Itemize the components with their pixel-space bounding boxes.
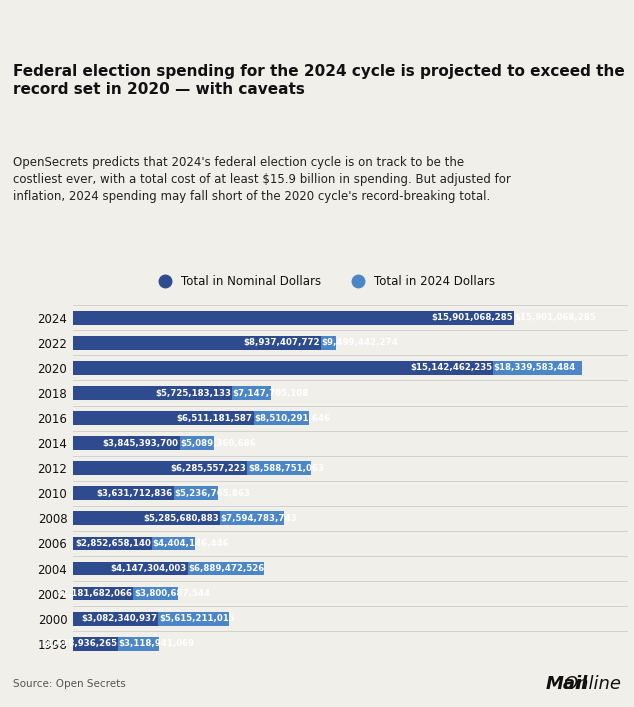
Bar [73,336,321,350]
Bar [73,386,271,400]
Bar [73,486,174,500]
Text: $15,901,068,285: $15,901,068,285 [432,313,513,322]
Text: $1,618,936,265: $1,618,936,265 [41,639,117,648]
Text: $15,901,068,285: $15,901,068,285 [515,313,597,322]
Bar [73,311,514,325]
Bar [73,637,118,650]
Text: $7,594,783,743: $7,594,783,743 [221,514,297,523]
Bar [73,411,254,425]
Text: $4,147,304,003: $4,147,304,003 [111,564,187,573]
Bar [73,361,581,375]
Text: $18,339,583,484: $18,339,583,484 [494,363,576,373]
Text: Source: Open Secrets: Source: Open Secrets [13,679,126,689]
Text: Total in Nominal Dollars: Total in Nominal Dollars [181,274,321,288]
Bar [73,511,219,525]
Bar [73,587,178,600]
Bar [73,411,309,425]
Bar [73,537,195,550]
Text: $5,089,360,686: $5,089,360,686 [181,438,256,448]
Bar [73,386,231,400]
Bar [73,537,152,550]
Text: $3,800,687,544: $3,800,687,544 [134,589,210,598]
Text: $5,725,183,133: $5,725,183,133 [155,389,231,397]
Bar [73,637,159,650]
Bar [73,612,229,626]
Text: $8,588,751,063: $8,588,751,063 [248,464,324,473]
Text: $3,118,941,069: $3,118,941,069 [119,639,195,648]
Text: $5,285,680,883: $5,285,680,883 [143,514,219,523]
Bar [73,561,188,575]
Text: $8,510,291,646: $8,510,291,646 [254,414,330,423]
Bar [73,511,283,525]
Text: $6,511,181,587: $6,511,181,587 [177,414,253,423]
Text: OpenSecrets predicts that 2024's federal election cycle is on track to be the
co: OpenSecrets predicts that 2024's federal… [13,156,510,202]
Text: $9,499,442,274: $9,499,442,274 [321,339,398,347]
Text: $8,937,407,772: $8,937,407,772 [243,339,320,347]
Text: Online: Online [564,675,621,693]
Text: $2,181,682,066: $2,181,682,066 [56,589,133,598]
Text: $2,852,658,140: $2,852,658,140 [75,539,151,548]
Bar [73,436,179,450]
Text: $6,889,472,526: $6,889,472,526 [189,564,265,573]
Text: $5,236,765,863: $5,236,765,863 [174,489,250,498]
Bar [73,561,264,575]
Bar [73,612,158,626]
Bar [73,361,493,375]
Text: Mail: Mail [546,675,588,693]
Bar [73,311,514,325]
Text: Total in 2024 Dollars: Total in 2024 Dollars [374,274,495,288]
Text: Federal election spending for the 2024 cycle is projected to exceed the
record s: Federal election spending for the 2024 c… [13,64,624,98]
Bar [73,587,133,600]
Text: $7,147,705,108: $7,147,705,108 [233,389,309,397]
Text: $15,142,462,235: $15,142,462,235 [410,363,492,373]
Bar [73,336,337,350]
Text: $3,631,712,836: $3,631,712,836 [96,489,173,498]
Text: $3,082,340,937: $3,082,340,937 [81,614,158,623]
Bar [73,462,247,475]
Text: $6,285,557,223: $6,285,557,223 [171,464,247,473]
Bar [73,436,214,450]
Bar [73,486,218,500]
Text: $5,615,211,015: $5,615,211,015 [159,614,235,623]
Text: $4,404,146,446: $4,404,146,446 [153,539,230,548]
Bar [73,462,311,475]
Text: $3,845,393,700: $3,845,393,700 [103,438,179,448]
